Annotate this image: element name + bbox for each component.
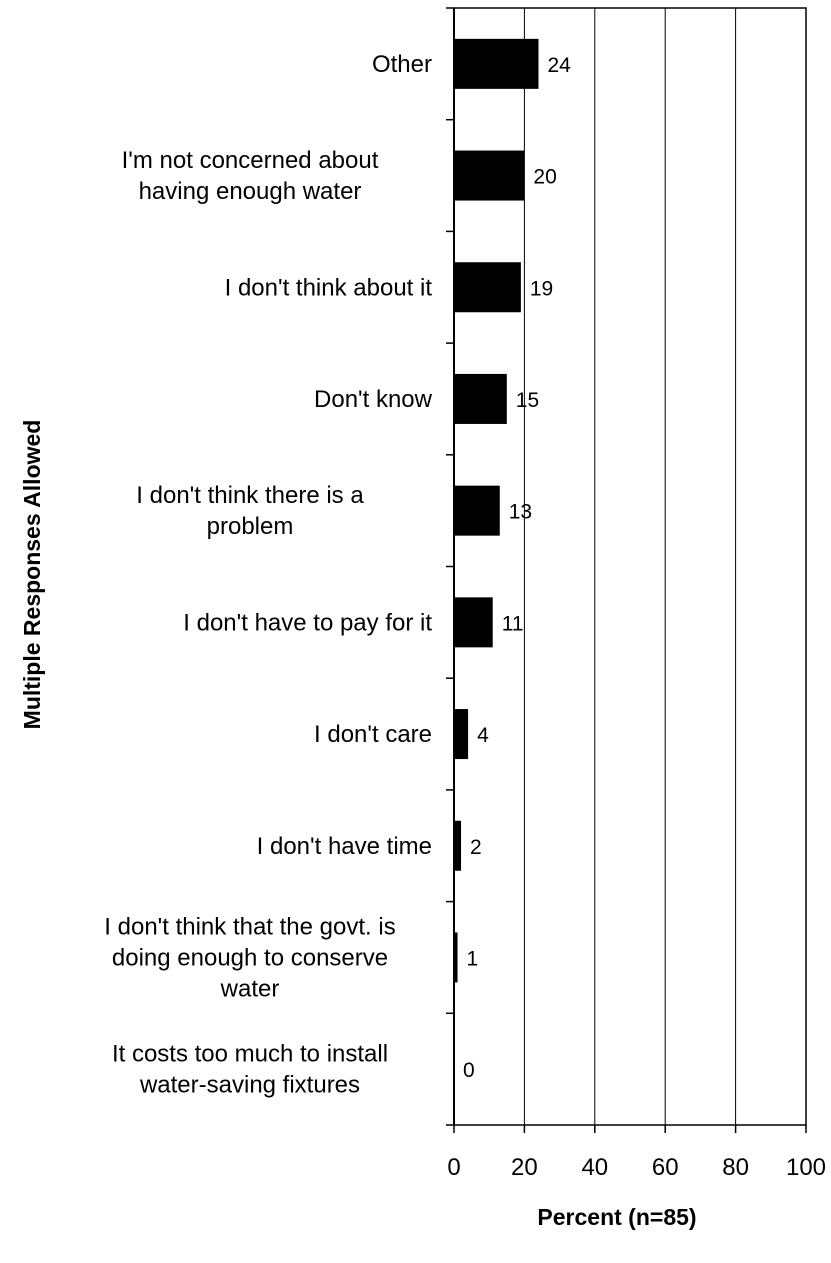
category-label: I don't think about it (225, 274, 433, 301)
category-label: I don't care (314, 721, 432, 748)
y-axis-title: Multiple Responses Allowed (19, 420, 45, 730)
data-label: 1 (467, 947, 479, 970)
axes (446, 7, 807, 1133)
bar (454, 820, 462, 871)
x-tick-label: 100 (786, 1154, 826, 1181)
data-label: 0 (463, 1059, 475, 1082)
bar (454, 262, 521, 313)
bar (454, 485, 500, 536)
data-label: 4 (477, 724, 489, 747)
bar (454, 932, 458, 983)
x-tick-label: 40 (581, 1154, 608, 1181)
data-label: 2 (470, 836, 482, 859)
bars (454, 38, 539, 983)
category-label: I don't have time (257, 833, 432, 860)
bar (454, 38, 539, 89)
category-label: Other (372, 51, 432, 78)
category-label: I don't think there is a problem (136, 482, 364, 540)
gridlines (523, 8, 737, 1125)
data-label: 15 (516, 389, 539, 412)
category-label: Don't know (314, 386, 433, 413)
data-label: 20 (533, 166, 556, 189)
x-tick-label: 80 (722, 1154, 749, 1181)
x-tick-label: 60 (652, 1154, 679, 1181)
data-label: 19 (530, 277, 553, 300)
bar (454, 709, 469, 760)
x-axis-title: Percent (n=85) (537, 1204, 696, 1230)
data-label: 13 (509, 501, 532, 524)
category-label: I don't have to pay for it (183, 609, 432, 636)
bar (454, 150, 525, 201)
category-label: I don't think that the govt. is doing eno… (104, 913, 395, 1002)
category-label: It costs too much to install water-saving… (112, 1041, 388, 1099)
data-label: 24 (547, 54, 571, 77)
bar (454, 597, 493, 648)
data-label: 11 (502, 612, 524, 635)
x-tick-label: 20 (511, 1154, 538, 1181)
category-label: I'm not concerned about having enough wat… (122, 147, 379, 205)
bar (454, 373, 507, 424)
x-tick-label: 0 (447, 1154, 460, 1181)
